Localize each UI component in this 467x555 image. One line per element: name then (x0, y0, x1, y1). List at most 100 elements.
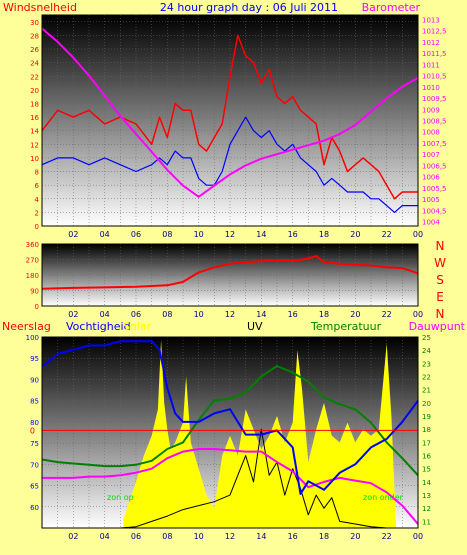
left-y-tick-label: 80 (30, 419, 39, 427)
x-tick-label: 10 (194, 532, 204, 541)
left-y-tick-label: 6 (35, 182, 40, 190)
temperature-label: Temperatuur (310, 320, 382, 333)
x-tick-label: 10 (194, 310, 204, 319)
x-tick-label: 10 (194, 230, 204, 239)
rain-label: Neerslag (2, 320, 51, 333)
x-tick-label: 20 (350, 532, 360, 541)
right-y-tick-label: 1012,5 (422, 28, 447, 36)
right-y-tick-label: 16 (422, 453, 431, 461)
x-tick-label: 20 (350, 230, 360, 239)
right-y-tick-label: 1008 (422, 129, 440, 137)
left-y-tick-label: 95 (30, 355, 39, 363)
x-tick-label: 20 (350, 310, 360, 319)
right-y-tick-label: 1006 (422, 174, 440, 182)
left-y-tick-label: 20 (30, 87, 39, 95)
left-y-tick-label: 28 (30, 32, 39, 40)
humidity-series-line (41, 340, 419, 495)
right-y-tick-label: 17 (422, 439, 431, 447)
sunset-annotation: zon onder (363, 493, 404, 502)
x-tick-label: 22 (382, 532, 392, 541)
left-y-tick-label: 22 (30, 73, 39, 81)
left-y-tick-label: 26 (30, 46, 39, 54)
plot-frame (41, 14, 419, 227)
right-y-tick-label: 1005,5 (422, 185, 447, 193)
right-y-tick-label: 1011 (422, 61, 440, 69)
x-tick-label: 00 (413, 230, 423, 239)
right-y-tick-label: 25 (422, 334, 431, 342)
x-tick-label: 02 (68, 532, 78, 541)
x-tick-label: 06 (131, 532, 141, 541)
x-tick-label: 18 (319, 310, 329, 319)
x-tick-label: 08 (162, 532, 172, 541)
left-y-tick-label: 100 (26, 334, 39, 342)
wind-direction-series (41, 255, 419, 290)
x-tick-label: 16 (288, 310, 298, 319)
right-y-tick-label: 1006,5 (422, 162, 447, 170)
left-y-tick-label: 75 (30, 440, 39, 448)
right-y-tick-label: 1007,5 (422, 140, 447, 148)
left-y-tick-label: 18 (30, 100, 39, 108)
solar-label: Solar (123, 320, 152, 333)
right-y-tick-label: 1012 (422, 39, 440, 47)
wind-speed-label: Windsnelheid (3, 1, 77, 14)
right-y-tick-label: 20 (422, 400, 431, 408)
right-y-tick-label: 1005 (422, 196, 440, 204)
x-tick-label: 00 (413, 310, 423, 319)
right-y-tick-label: 1010,5 (422, 73, 447, 81)
barometer-label: Barometer (362, 1, 421, 14)
left-y-tick-label: 0 (35, 303, 39, 311)
dewpoint-label: Dauwpunt (409, 320, 466, 333)
left-y-tick-label: 65 (30, 483, 39, 491)
right-y-tick-label: 1004 (422, 219, 440, 227)
left-y-tick-label: 30 (30, 19, 39, 27)
uv-series-line (42, 428, 418, 529)
sunrise-annotation: zon op (107, 493, 134, 502)
left-y-tick-label: 270 (26, 257, 39, 265)
right-y-tick-label: 18 (422, 426, 431, 434)
x-tick-label: 12 (225, 532, 235, 541)
left-y-tick-label: 70 (30, 461, 39, 469)
right-y-tick-label: 22 (422, 374, 431, 382)
right-y-tick-label: 19 (422, 413, 431, 421)
left-y-tick-label: 90 (30, 376, 39, 384)
dewpoint-series-line (42, 448, 419, 525)
x-tick-label: 04 (100, 532, 110, 541)
gust-series-line (41, 116, 418, 213)
right-y-tick-label: 23 (422, 360, 431, 368)
x-tick-label: 18 (319, 230, 329, 239)
x-tick-label: 02 (68, 230, 78, 239)
left-y-tick-label: 8 (35, 169, 39, 177)
right-y-tick-label: 1009,5 (422, 95, 447, 103)
chart-title: 24 hour graph day : 06 Juli 2011 (160, 1, 338, 14)
direction-series-line (41, 255, 419, 290)
x-tick-label: 06 (131, 230, 141, 239)
x-tick-label: 04 (100, 310, 110, 319)
right-y-tick-label: 1010 (422, 84, 440, 92)
humidity-label: Vochtigheid (66, 320, 131, 333)
left-y-tick-label: 180 (26, 272, 39, 280)
right-y-tick-label: 1008,5 (422, 118, 447, 126)
left-y-tick-label: 24 (30, 60, 39, 68)
x-tick-label: 18 (319, 532, 329, 541)
right-y-tick-label: 11 (422, 518, 431, 526)
left-y-tick-label: 360 (26, 241, 39, 249)
uv-label: UV (247, 320, 263, 333)
right-y-tick-label: 1011,5 (422, 50, 447, 58)
x-tick-label: 16 (288, 532, 298, 541)
x-tick-label: 08 (162, 230, 172, 239)
x-tick-label: 04 (100, 230, 110, 239)
left-y-tick-label: 85 (30, 398, 39, 406)
right-y-tick-label: 12 (422, 505, 431, 513)
right-y-tick-label: 13 (422, 492, 431, 500)
compass-label: N (436, 307, 445, 321)
left-y-tick-label: 60 (30, 504, 39, 512)
wind-baro-axes: 02468101214161820222426283010041004,5100… (30, 14, 447, 239)
right-y-tick-label: 21 (422, 387, 431, 395)
rain-tick-label: 0 (30, 426, 35, 435)
x-tick-label: 08 (162, 310, 172, 319)
x-tick-label: 00 (413, 532, 423, 541)
right-y-tick-label: 1004,5 (422, 207, 447, 215)
